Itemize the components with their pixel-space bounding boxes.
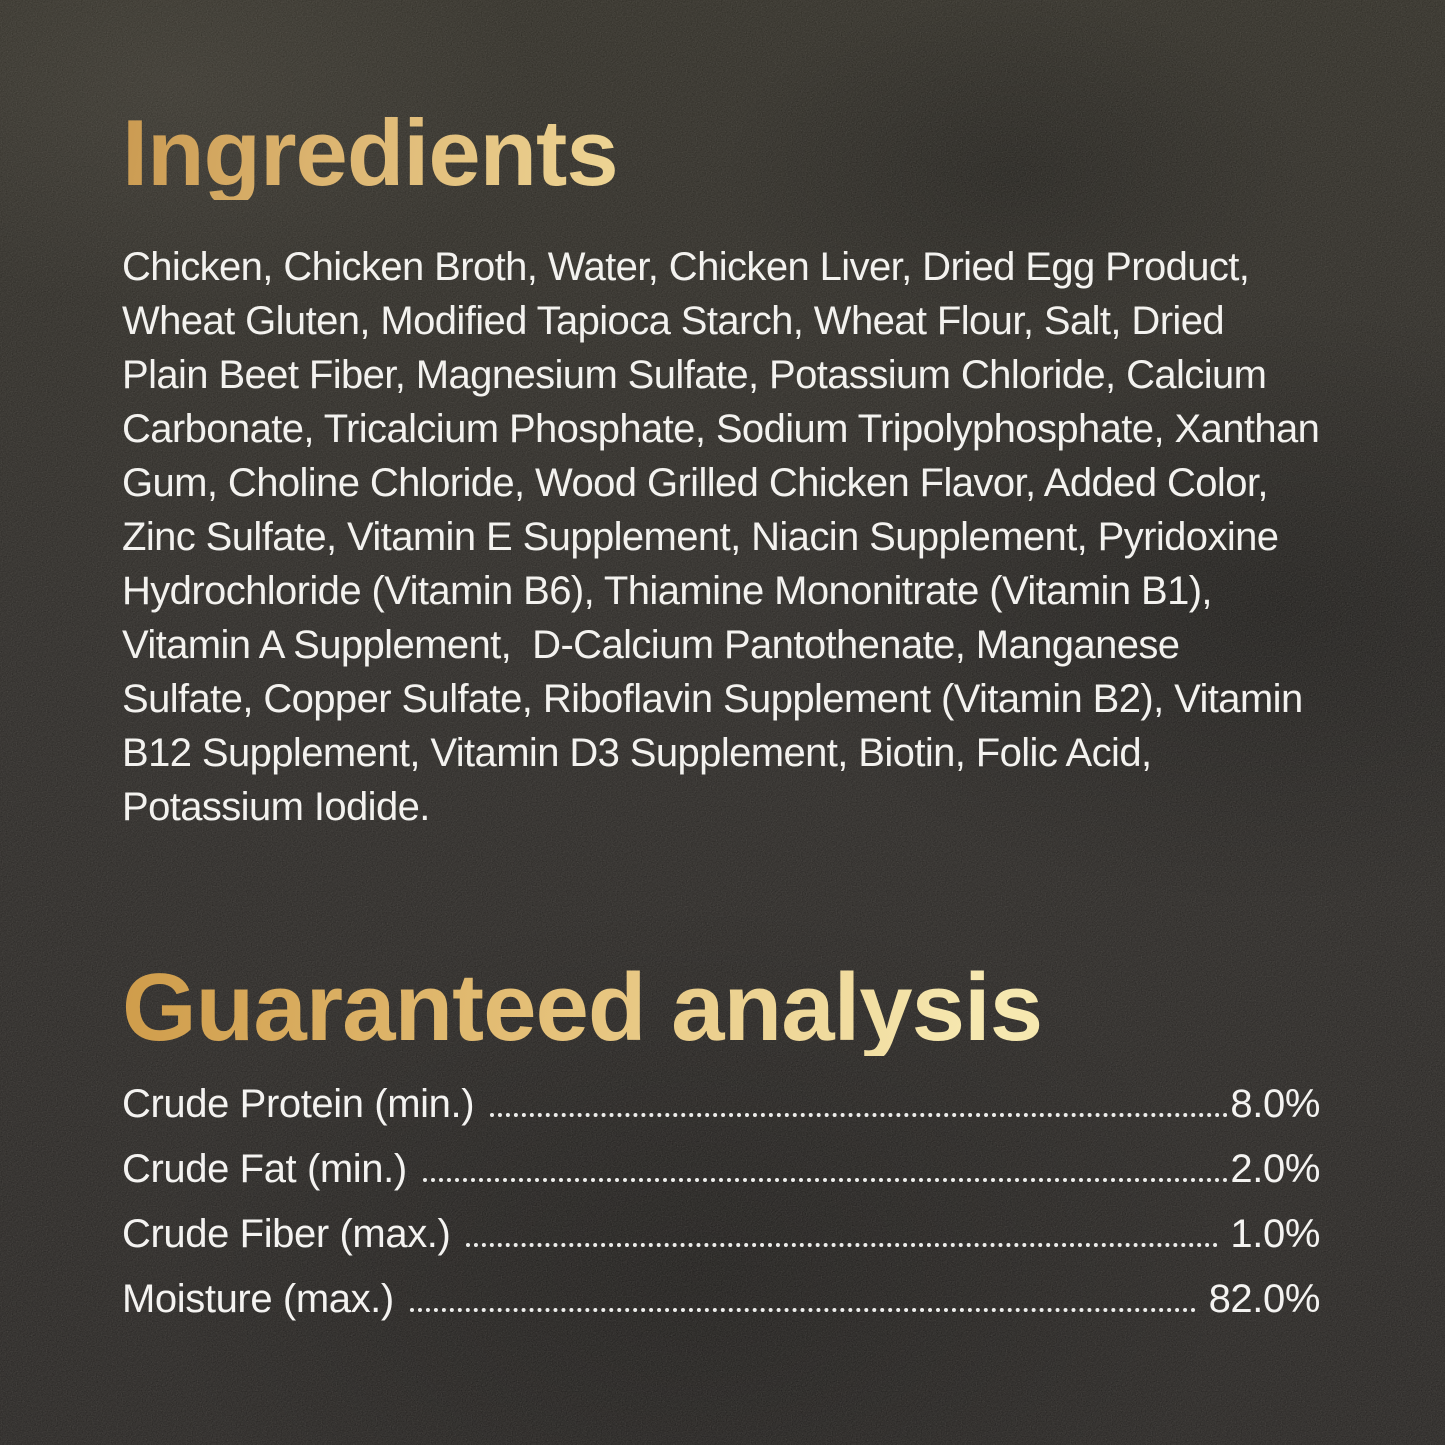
analysis-label: Crude Protein (min.): [122, 1082, 475, 1126]
analysis-row-crude-fiber: Crude Fiber (max.) 1.0%: [122, 1212, 1320, 1277]
guaranteed-analysis-heading: Guaranteed analysis: [122, 954, 1043, 1061]
ingredients-heading: Ingredients: [122, 0, 619, 200]
analysis-value: 1.0%: [1219, 1212, 1320, 1256]
dot-leader: [466, 1243, 1218, 1247]
analysis-value: 2.0%: [1230, 1147, 1320, 1191]
analysis-value: 8.0%: [1230, 1082, 1320, 1126]
ingredients-list-text: Chicken, Chicken Broth, Water, Chicken L…: [122, 245, 1330, 829]
analysis-label: Crude Fat (min.): [122, 1147, 407, 1191]
dot-leader: [422, 1178, 1229, 1182]
analysis-row-crude-fat: Crude Fat (min.) 2.0%: [122, 1147, 1320, 1212]
dot-leader: [490, 1113, 1229, 1117]
analysis-label: Crude Fiber (max.): [122, 1212, 451, 1256]
analysis-label: Moisture (max.): [122, 1277, 394, 1321]
dot-leader: [409, 1308, 1196, 1312]
guaranteed-analysis-table: Crude Protein (min.) 8.0% Crude Fat (min…: [122, 1082, 1320, 1342]
analysis-row-moisture: Moisture (max.) 82.0%: [122, 1277, 1320, 1342]
analysis-row-crude-protein: Crude Protein (min.) 8.0%: [122, 1082, 1320, 1147]
analysis-value: 82.0%: [1197, 1277, 1321, 1321]
